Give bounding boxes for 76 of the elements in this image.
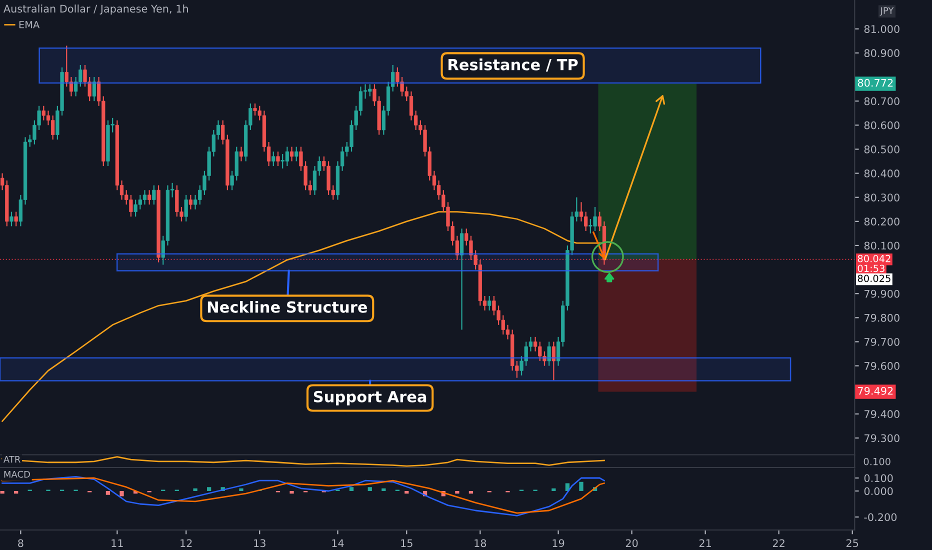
ref-line-label: 80.042 <box>858 254 890 262</box>
candlestick <box>188 194 193 210</box>
y-tick-label: 80.100 <box>864 242 900 250</box>
y-tick-label: 80.500 <box>864 145 900 154</box>
band-label: Resistance / TP <box>448 58 578 72</box>
chart-title: ATR <box>3 456 20 463</box>
bar <box>382 488 386 491</box>
x-tick-label: 19 <box>552 539 564 548</box>
x-tick-label: 15 <box>401 539 412 548</box>
chart-title: MACD <box>4 470 30 478</box>
y-tick-label: 80.200 <box>864 218 900 226</box>
bar <box>14 491 18 494</box>
bar <box>207 487 212 491</box>
y-tick-label: 80.400 <box>864 170 900 178</box>
candlestick <box>460 228 464 330</box>
bar <box>565 483 570 491</box>
y-tick-label: 80.900 <box>864 49 900 58</box>
x-tick-label: 12 <box>180 539 192 547</box>
x-tick-label: 13 <box>254 539 266 548</box>
x-tick-label: 21 <box>699 539 711 547</box>
x-tick-label: 25 <box>846 539 858 548</box>
candlestick <box>92 76 96 102</box>
candlestick <box>276 151 280 167</box>
candlestick <box>552 341 556 381</box>
x-tick-label: 22 <box>772 539 784 547</box>
y-tick-label: 79.900 <box>864 290 900 298</box>
y-tick-label: 79.400 <box>864 410 900 418</box>
y-tick-label: 80.700 <box>864 97 900 106</box>
x-tick-label: 11 <box>112 539 123 547</box>
y-tick-label: 79.300 <box>864 434 900 442</box>
bar <box>368 487 372 491</box>
x-tick-label: 14 <box>332 539 344 547</box>
y-tick-label: 79.700 <box>864 338 900 346</box>
x-tick-label: 18 <box>474 539 486 548</box>
candlestick <box>152 184 156 206</box>
candlestick <box>10 211 14 227</box>
x-tick-label: 8 <box>18 539 24 548</box>
candlestick <box>290 146 294 162</box>
y-tick-label: -0.200 <box>864 513 897 522</box>
candlestick <box>14 211 18 227</box>
y-tick-label: 0.000 <box>864 487 893 496</box>
y-tick-label: 81.000 <box>864 25 900 33</box>
y-tick-label: 79.800 <box>864 314 900 322</box>
bar <box>290 491 294 494</box>
bar <box>579 482 584 491</box>
candlestick <box>547 341 551 366</box>
bar <box>468 491 474 494</box>
legend-label: EMA <box>19 21 40 28</box>
text: 80.025 <box>858 274 890 282</box>
candlestick <box>488 295 492 312</box>
y-tick-label: 80.600 <box>864 121 900 130</box>
x-tick-label: 20 <box>626 539 638 548</box>
legend-label: Neckline Structure <box>208 300 368 313</box>
annotation: 80.772 <box>858 78 893 87</box>
bar <box>0 491 4 494</box>
annotation: 79.492 <box>858 386 893 395</box>
candlestick <box>184 194 188 222</box>
y-tick-label: 0.100 <box>864 474 893 482</box>
legend-label: Support Area <box>314 390 426 406</box>
chart-title: Australian Dollar / Japanese Yen, 1h <box>4 4 188 15</box>
bar <box>552 488 556 491</box>
y-tick-label: 79.600 <box>864 362 900 370</box>
candlestick <box>239 146 244 162</box>
y-axis-title: JPY <box>880 7 894 16</box>
bar <box>193 488 198 491</box>
bar <box>120 491 124 496</box>
bar <box>349 487 354 491</box>
bar <box>455 491 460 494</box>
candlestick <box>272 151 276 167</box>
bar <box>404 491 409 494</box>
candlestick <box>294 146 298 162</box>
candlestick <box>148 190 152 206</box>
bar <box>239 488 244 491</box>
y-tick-label: 80.300 <box>864 194 900 202</box>
bar <box>106 491 110 495</box>
text: 01:53 <box>858 264 884 272</box>
